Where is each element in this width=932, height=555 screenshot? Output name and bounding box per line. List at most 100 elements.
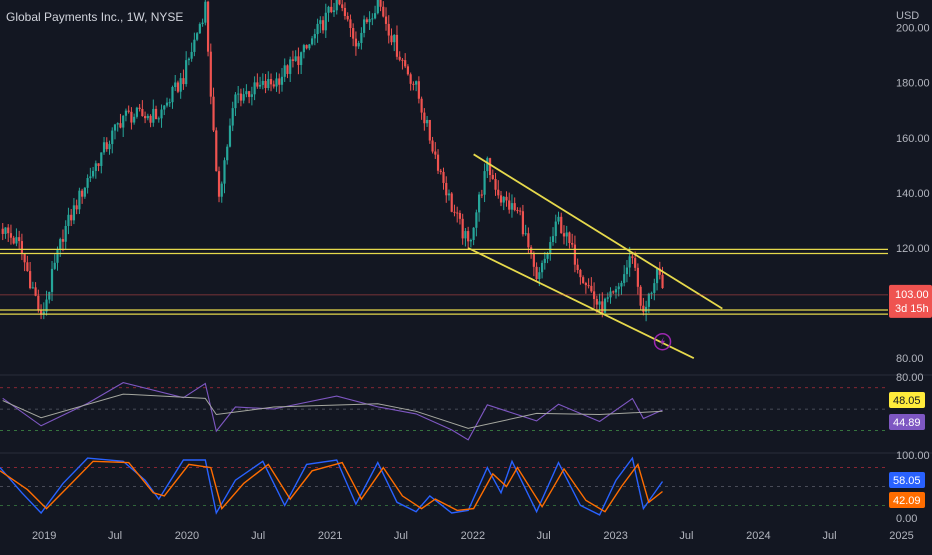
candle-body (349, 19, 352, 29)
candle-body (122, 115, 125, 128)
candle-body (149, 115, 152, 123)
candle-body (253, 82, 256, 95)
candle-body (264, 80, 267, 88)
candle-body (245, 91, 248, 95)
candle-body (617, 286, 620, 290)
candle-body (368, 19, 371, 23)
time-tick-label: Jul (108, 530, 122, 542)
candle-body (163, 105, 166, 110)
candle-body (532, 253, 535, 267)
candle-body (179, 78, 182, 92)
candle-body (439, 170, 442, 172)
candle-body (508, 200, 511, 210)
rsi-value-label: 44.89 (893, 417, 921, 429)
candle-body (595, 299, 598, 305)
candle-body (478, 194, 481, 213)
candle-body (119, 123, 122, 128)
candle-body (4, 227, 7, 234)
lightning-icon-ring (653, 332, 672, 351)
candle-body (37, 295, 40, 311)
candle-body (363, 19, 366, 33)
candle-body (598, 301, 601, 305)
candle-body (603, 298, 607, 313)
candle-body (538, 272, 541, 279)
candle-body (286, 65, 289, 74)
candle-body (568, 232, 571, 244)
candle-body (78, 190, 81, 210)
candle-body (467, 231, 470, 242)
candle-body (409, 74, 412, 84)
candle-body (280, 76, 284, 85)
candle-body (294, 56, 297, 61)
candle-body (562, 233, 566, 237)
countdown-label: 3d 15h (895, 303, 929, 315)
candle-body (634, 258, 637, 268)
candle-body (653, 283, 656, 293)
candle-body (209, 51, 212, 97)
candle-body (29, 271, 32, 289)
candle-body (1, 228, 4, 234)
candle-body (332, 10, 336, 13)
candle-body (382, 6, 385, 17)
candle-body (393, 34, 396, 43)
lightning-icon-bolt (660, 336, 666, 347)
candle-body (291, 59, 295, 61)
candle-body (436, 154, 440, 171)
trendline (467, 247, 695, 360)
candle-body (502, 196, 505, 203)
candle-body (365, 19, 368, 23)
candle-body (64, 225, 67, 242)
candle-body (453, 211, 456, 213)
candle-body (535, 266, 538, 279)
candle-body (242, 94, 245, 101)
stoch-series-line (0, 460, 663, 513)
candle-body (445, 182, 448, 196)
candle-body (146, 115, 149, 119)
candle-body (639, 286, 642, 306)
candle-body (152, 108, 155, 123)
candle-body (601, 301, 604, 313)
candle-body (111, 130, 114, 145)
rsi-value-tag (889, 414, 925, 430)
candle-body (272, 84, 275, 87)
candle-body (138, 107, 141, 109)
candle-body (571, 243, 574, 245)
candle-body (97, 163, 100, 166)
candle-body (269, 79, 273, 85)
candle-body (510, 203, 514, 210)
candle-body (198, 24, 201, 34)
candle-body (513, 203, 516, 211)
time-tick-label: Jul (537, 530, 551, 542)
candle-body (516, 210, 519, 212)
rsi-series-line (2, 382, 663, 441)
candle-body (201, 22, 204, 25)
candle-body (655, 268, 659, 284)
candle-body (18, 237, 21, 242)
candle-body (81, 190, 84, 197)
candle-body (182, 78, 185, 85)
candle-body (311, 38, 314, 45)
candle-body (420, 98, 423, 113)
time-tick-label: 2021 (318, 530, 342, 542)
candle-body (157, 118, 160, 120)
candle-body (59, 239, 62, 250)
candle-body (204, 1, 207, 23)
candle-body (91, 170, 95, 177)
candle-body (267, 79, 270, 88)
candle-body (321, 20, 325, 31)
price-tick-label: 120.00 (896, 243, 930, 255)
candle-body (579, 270, 582, 278)
candle-body (165, 102, 169, 106)
candle-body (70, 214, 73, 221)
candle-body (237, 93, 240, 95)
candle-body (557, 216, 560, 222)
candle-body (72, 205, 76, 221)
candle-body (497, 189, 500, 196)
last-price-label: 103.00 (895, 289, 929, 301)
candle-body (171, 87, 174, 103)
candle-body (486, 158, 489, 172)
candle-body (645, 306, 648, 312)
candle-body (215, 130, 218, 172)
